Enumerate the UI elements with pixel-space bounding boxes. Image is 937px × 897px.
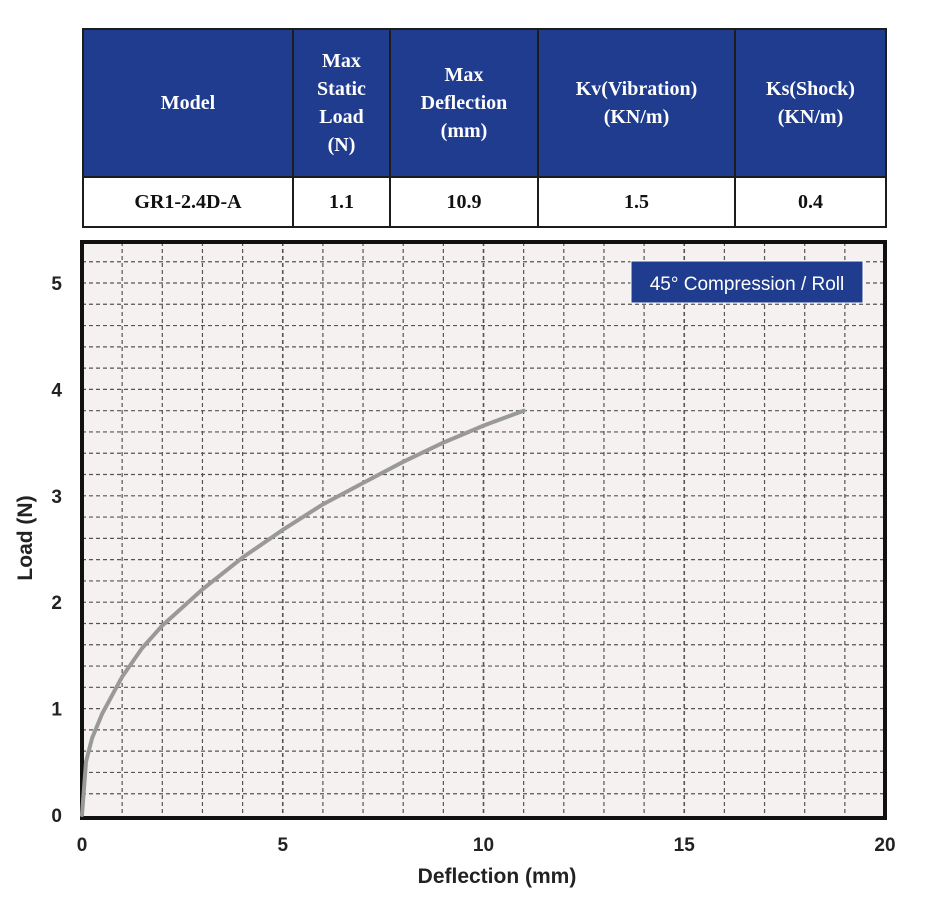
y-axis-label: Load (N) — [14, 495, 37, 580]
plot-frame — [80, 240, 887, 820]
chart-svg: 0 5 10 15 20 0 1 2 3 4 5 45° Compression / Roll De… — [14, 240, 896, 888]
x-tick-label: 5 — [277, 835, 288, 856]
y-tick-label: 1 — [51, 700, 62, 721]
cell-max-static-load: 1.1 — [292, 176, 391, 228]
y-tick-label: 3 — [51, 487, 62, 508]
cell-ks-shock: 0.4 — [734, 176, 887, 228]
y-tick-label: 0 — [51, 806, 62, 827]
tick-layer: 0 5 10 15 20 0 1 2 3 4 5 — [51, 274, 895, 856]
header-max-static-load: Max Static Load (N) — [292, 28, 391, 178]
y-tick-label: 2 — [51, 593, 62, 614]
x-tick-label: 0 — [77, 835, 88, 856]
chart-badge: 45° Compression / Roll — [650, 274, 845, 295]
load-curve-line — [80, 408, 526, 817]
cell-kv-vibration: 1.5 — [537, 176, 736, 228]
x-axis-label: Deflection (mm) — [418, 865, 577, 888]
header-ks-shock: Ks(Shock) (KN/m) — [734, 28, 887, 178]
cell-max-deflection: 10.9 — [389, 176, 539, 228]
header-max-deflection: Max Deflection (mm) — [389, 28, 539, 178]
badge-background — [630, 260, 864, 304]
cell-model: GR1-2.4D-A — [82, 176, 294, 228]
spec-table: Model Max Static Load (N) Max Deflection… — [82, 28, 887, 228]
x-tick-label: 20 — [874, 835, 895, 856]
y-tick-label: 5 — [51, 274, 62, 295]
header-kv-vibration: Kv(Vibration) (KN/m) — [537, 28, 736, 178]
y-tick-label: 4 — [51, 380, 62, 401]
x-tick-label: 10 — [473, 835, 494, 856]
x-tick-label: 15 — [674, 835, 696, 856]
grid-layer — [82, 242, 885, 818]
load-deflection-chart: 0 5 10 15 20 0 1 2 3 4 5 45° Compression / Roll De… — [0, 232, 937, 897]
header-model: Model — [82, 28, 294, 178]
spec-data-row: GR1-2.4D-A 1.1 10.9 1.5 0.4 — [82, 176, 887, 228]
spec-header-row: Model Max Static Load (N) Max Deflection… — [82, 28, 887, 178]
